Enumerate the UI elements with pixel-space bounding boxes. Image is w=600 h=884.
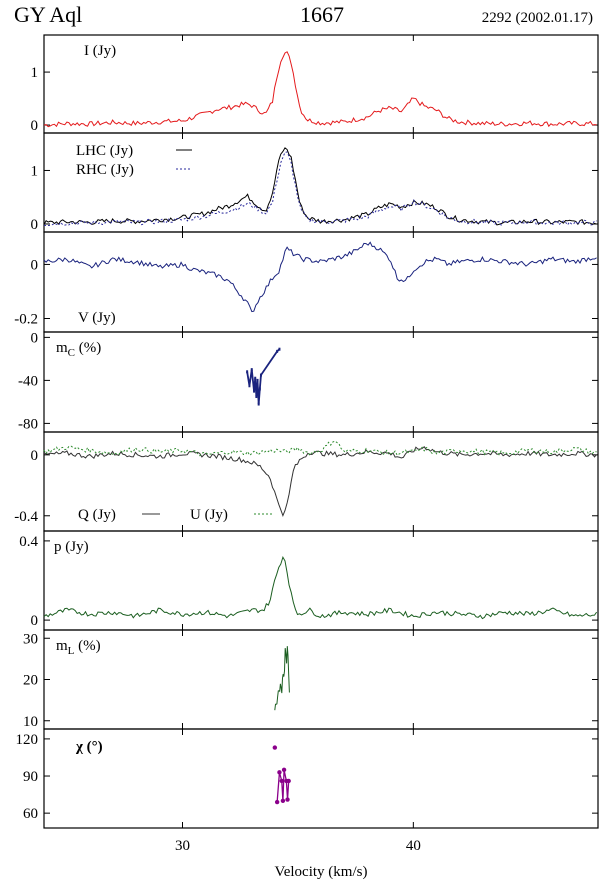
frequency-title: 1667 [300, 2, 344, 27]
data-point [279, 778, 284, 784]
data-point [276, 349, 279, 353]
panel-7: 10 20 30 mL (%) [23, 629, 599, 730]
panel-8: 60 90 120 χ (°) [16, 728, 599, 829]
data-point [277, 770, 282, 775]
y-tick-label: 90 [23, 769, 38, 785]
legend-label: LHC (Jy) [76, 143, 133, 159]
panel-frame [43, 431, 599, 532]
data-point [256, 378, 259, 382]
panel-3: 0 -0.2 V (Jy) [14, 231, 599, 333]
panel-frame [43, 231, 599, 333]
y-tick-label: 20 [23, 673, 38, 689]
data-point [281, 767, 287, 773]
data-point [278, 347, 281, 351]
y-tick-label: 0 [31, 217, 39, 233]
y-tick-label: -40 [18, 373, 38, 389]
y-tick-label: -0.2 [14, 311, 38, 327]
y-tick-label: -0.4 [14, 509, 38, 525]
panel-label: I (Jy) [84, 43, 116, 59]
y-tick-label: 0.4 [19, 534, 38, 550]
x-tick-label: 30 [175, 838, 190, 854]
y-tick-label: 0 [31, 448, 39, 464]
data-series [43, 555, 598, 620]
panel-label: mC (%) [56, 340, 101, 359]
panel-label: χ (°) [75, 739, 103, 755]
data-series [43, 440, 597, 457]
data-point [280, 798, 286, 803]
data-point [259, 373, 262, 377]
y-tick-label: 0 [31, 613, 39, 629]
panel-1: 0 1 I (Jy) [31, 34, 599, 134]
y-tick-label: 0 [31, 330, 39, 346]
panel-stack: 0 1 I (Jy) 0 1 LHC (Jy) RHC (Jy) 0 -0.2 V (Jy) 0 -4… [14, 34, 599, 829]
y-tick-label: 120 [16, 732, 39, 748]
y-tick-label: 1 [31, 65, 39, 81]
legend-label: RHC (Jy) [76, 162, 134, 178]
data-point [285, 797, 290, 802]
legend-label: Q (Jy) [78, 507, 116, 523]
panel-label: mL (%) [56, 638, 101, 657]
data-series [43, 51, 597, 128]
panel-frame [43, 331, 599, 433]
data-point [248, 384, 251, 388]
data-series [274, 646, 290, 711]
panel-5: 0 -0.4 Q (Jy) U (Jy) [14, 431, 599, 532]
y-tick-label: 10 [23, 714, 38, 730]
data-point [274, 799, 280, 805]
source-title: GY Aql [14, 2, 82, 27]
panel-frame [43, 728, 599, 829]
data-point [254, 376, 257, 380]
data-point [257, 402, 260, 406]
panel-6: 0 0.4 p (Jy) [19, 530, 599, 631]
panel-label: p (Jy) [54, 539, 89, 555]
x-tick-label: 40 [406, 838, 421, 854]
data-point [253, 389, 256, 393]
y-tick-label: -80 [18, 416, 38, 432]
data-point [286, 778, 291, 784]
data-point [250, 368, 253, 372]
panel-label: V (Jy) [78, 310, 116, 326]
pa-connector [276, 769, 290, 803]
data-point [255, 395, 258, 399]
panel-4: 0 -40 -80 mC (%) [18, 330, 599, 433]
y-tick-label: 1 [31, 163, 39, 179]
data-series [43, 147, 597, 226]
data-point [272, 745, 278, 750]
panel-frame [43, 34, 599, 134]
data-series [246, 348, 281, 405]
y-tick-label: 30 [23, 631, 38, 647]
data-point [246, 370, 249, 374]
y-tick-label: 0 [31, 257, 39, 273]
velocity-axis: 30 40 Velocity (km/s) [175, 838, 421, 880]
epoch-title: 2292 (2002.01.17) [482, 10, 593, 26]
x-axis-label: Velocity (km/s) [275, 864, 368, 880]
y-tick-label: 60 [23, 806, 38, 822]
data-point [258, 387, 261, 391]
data-series [43, 446, 597, 517]
y-tick-label: 0 [31, 118, 39, 134]
legend-label: U (Jy) [190, 507, 228, 523]
data-series [43, 241, 597, 313]
panel-frame [43, 629, 599, 730]
panel-2: 0 1 LHC (Jy) RHC (Jy) [31, 132, 599, 233]
